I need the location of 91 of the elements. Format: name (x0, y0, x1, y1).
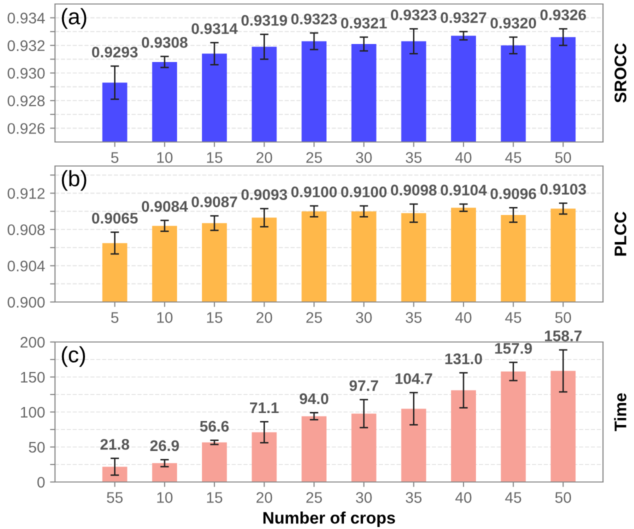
bar (351, 414, 376, 482)
data-label: 0.9084 (142, 201, 188, 212)
y-tick-label: 0.932 (8, 40, 45, 52)
x-axis-title: Number of crops (263, 512, 395, 528)
x-tick-label: 30 (356, 312, 372, 323)
x-tick-label: 50 (555, 152, 572, 163)
y-tick-label: 0.900 (8, 296, 45, 308)
x-tick-label: 35 (406, 312, 422, 323)
x-tick-label: 45 (505, 492, 522, 503)
x-tick-label: 10 (157, 492, 172, 503)
x-tick-label: 10 (157, 152, 172, 163)
data-label: 0.9308 (142, 37, 188, 48)
bar (302, 416, 327, 482)
x-tick-label: 25 (306, 492, 322, 503)
y-axis-title: SROCC (614, 43, 626, 103)
data-label: 0.9104 (440, 184, 487, 196)
data-label: 104.7 (396, 373, 432, 384)
x-tick-label: 10 (157, 312, 172, 323)
y-tick-label: 0.908 (8, 224, 45, 236)
data-label: 0.9314 (192, 23, 238, 34)
data-label: 0.9293 (92, 46, 138, 58)
data-label: 0.9323 (291, 14, 337, 24)
data-label: 0.9321 (341, 18, 387, 29)
data-label: 0.9096 (490, 188, 536, 200)
x-tick-label: 5 (111, 312, 118, 323)
y-tick-label: 100 (20, 406, 45, 418)
bar (451, 390, 476, 482)
x-tick-label: 30 (356, 152, 372, 163)
data-label: 0.9065 (92, 212, 138, 224)
x-tick-label: 35 (406, 492, 422, 503)
bar (550, 370, 576, 482)
bar (401, 408, 426, 482)
data-label: 94.0 (300, 393, 328, 404)
x-tick-label: 20 (256, 492, 272, 503)
x-tick-label: 20 (256, 152, 272, 163)
data-label: 0.9323 (390, 9, 437, 20)
x-tick-label: 15 (207, 312, 222, 323)
data-label: 0.9320 (490, 18, 536, 29)
data-label: 157.9 (495, 342, 532, 354)
data-label: 26.9 (150, 440, 179, 452)
y-tick-label: 0 (37, 476, 45, 488)
y-tick-label: 0.904 (8, 260, 45, 272)
x-tick-label: 40 (455, 492, 472, 503)
annotation: (b) (62, 170, 86, 191)
x-tick-label: 50 (555, 492, 572, 503)
annotation: (c) (62, 346, 86, 367)
x-tick-label: 40 (455, 152, 472, 163)
x-tick-label: 40 (455, 312, 472, 323)
data-label: 0.9327 (440, 12, 486, 24)
y-tick-label: 200 (20, 336, 45, 348)
y-axis-title: Time (614, 393, 626, 432)
data-label: 21.8 (100, 438, 130, 450)
data-label: 0.9100 (341, 186, 387, 198)
x-tick-label: 15 (207, 492, 222, 503)
data-label: 0.9098 (390, 184, 437, 196)
x-tick-label: 20 (256, 312, 272, 323)
bar (202, 442, 227, 482)
x-tick-label: 45 (505, 152, 522, 163)
data-label: 0.9319 (241, 14, 288, 26)
x-tick-label: 25 (306, 312, 322, 323)
data-label: 56.6 (200, 420, 229, 432)
y-tick-label: 50 (28, 442, 45, 453)
y-axis-title: PLCC (614, 212, 626, 256)
data-label: 131.0 (445, 353, 482, 364)
x-tick-label: 50 (555, 312, 572, 323)
y-tick-label: 0.934 (8, 12, 45, 24)
y-tick-label: 0.930 (8, 68, 45, 79)
data-label: 158.7 (544, 330, 582, 342)
y-tick-label: 150 (20, 372, 45, 383)
data-label: 0.9326 (540, 9, 586, 20)
data-label: 0.9103 (540, 184, 586, 195)
y-tick-label: 0.928 (8, 95, 45, 106)
data-label: 0.9087 (192, 196, 238, 208)
annotation: (a) (62, 8, 86, 29)
bar (252, 432, 277, 482)
data-label: 71.1 (250, 402, 279, 414)
bar (102, 466, 128, 482)
y-tick-label: 0.926 (8, 123, 45, 134)
x-tick-label: 35 (406, 152, 422, 163)
bar (500, 371, 526, 482)
data-label: 97.7 (350, 380, 378, 392)
x-tick-label: 25 (306, 152, 322, 163)
data-label: 0.9093 (241, 189, 288, 200)
x-tick-label: 5 (111, 152, 118, 163)
y-tick-label: 0.912 (8, 188, 45, 199)
bar (152, 463, 178, 482)
x-tick-label: 55 (106, 492, 123, 503)
data-label: 0.9100 (291, 186, 337, 198)
x-tick-label: 30 (356, 492, 372, 503)
x-tick-label: 15 (207, 152, 222, 163)
x-tick-label: 45 (505, 312, 522, 323)
